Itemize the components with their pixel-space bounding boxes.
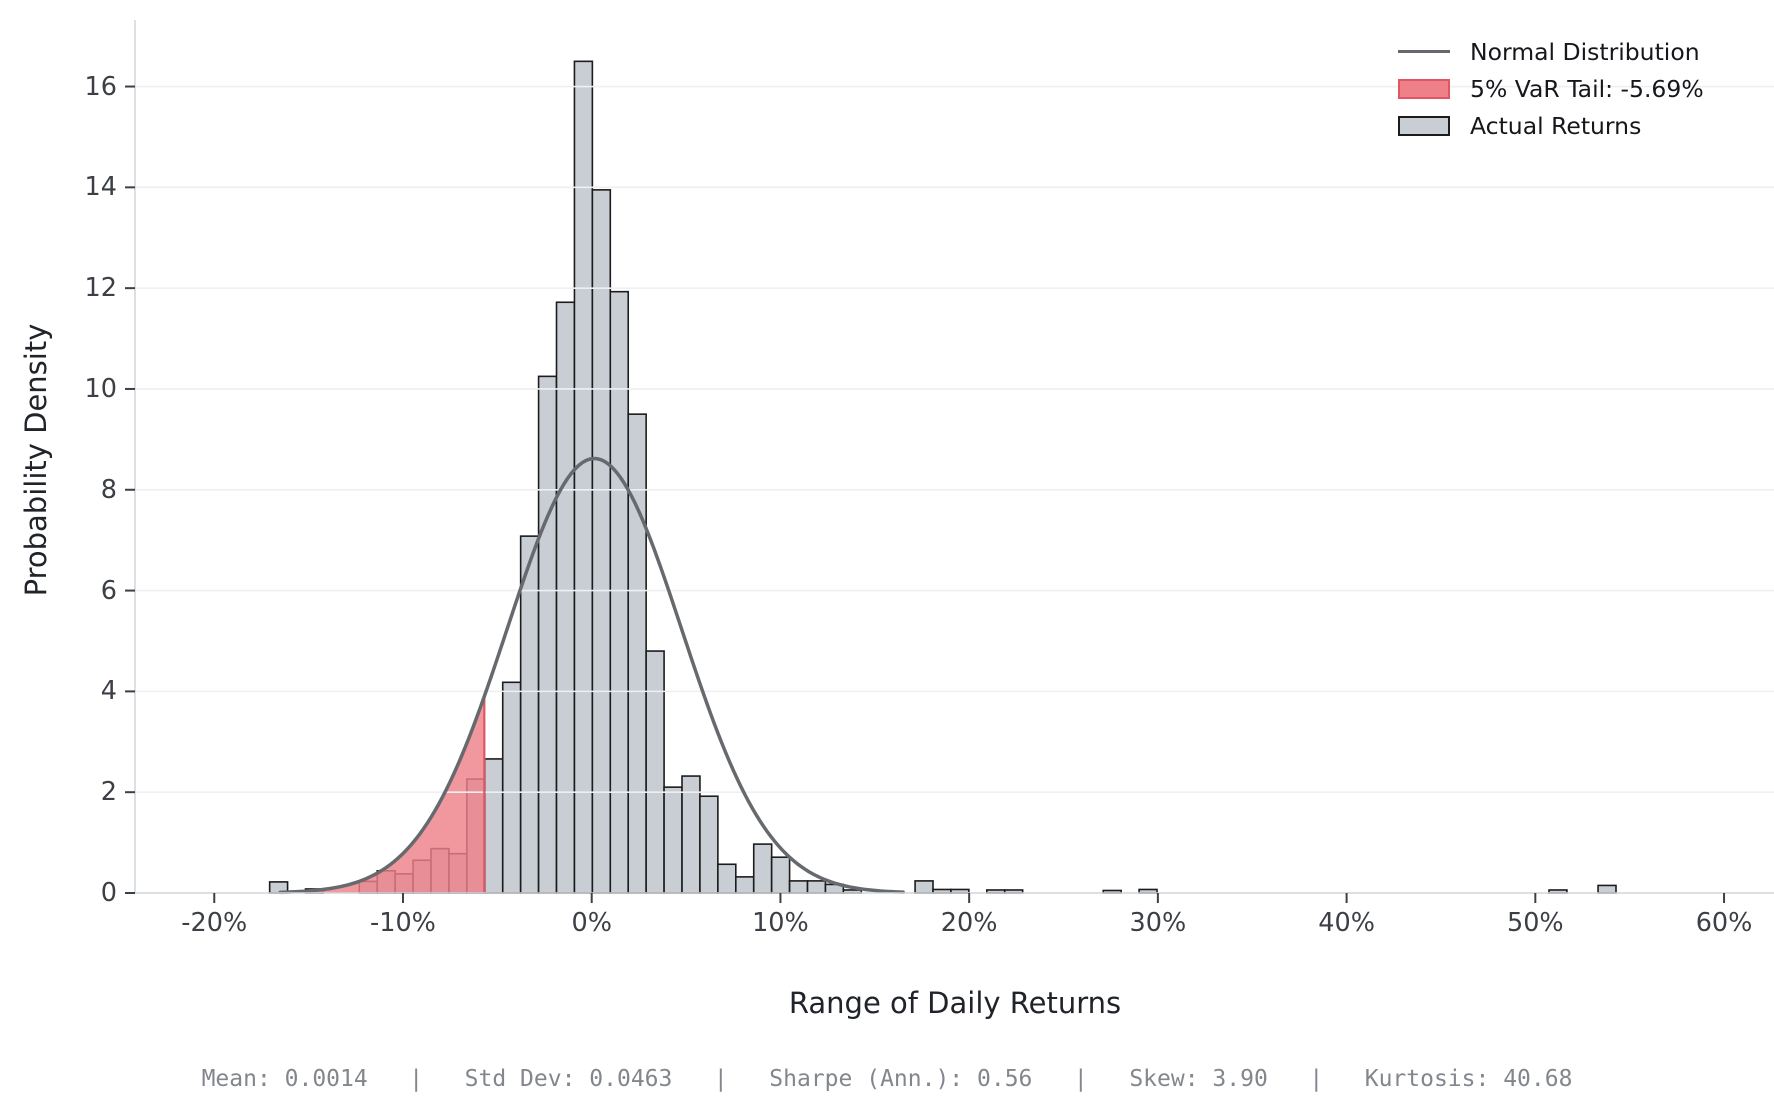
x-tick-label: 40% (1318, 908, 1375, 938)
y-tick-label: 12 (84, 273, 117, 304)
legend-label: Normal Distribution (1470, 37, 1700, 66)
histogram-bar (501, 681, 522, 894)
x-tick-label: 20% (940, 908, 998, 938)
histogram-bar (555, 301, 576, 894)
histogram-bar (914, 880, 934, 894)
var-tail-fill (214, 696, 485, 893)
histogram-bar (483, 758, 504, 894)
y-tick-label: 2 (100, 777, 117, 808)
legend-item: 5% VaR Tail: -5.69% (1398, 70, 1704, 107)
normal-curve (278, 456, 905, 895)
histogram-bar (734, 876, 755, 894)
histogram-bar (645, 650, 665, 894)
y-tick-label: 4 (100, 676, 117, 707)
y-tick-label: 16 (84, 71, 117, 102)
histogram-bar (717, 863, 737, 894)
histogram-bar (699, 795, 719, 894)
y-tick-label: 10 (84, 373, 117, 404)
histogram-bar (752, 843, 773, 894)
legend-item: Normal Distribution (1398, 33, 1704, 70)
y-tick-label: 0 (100, 878, 117, 908)
x-tick-label: 30% (1129, 908, 1187, 938)
y-tick-label: 6 (100, 575, 117, 606)
histogram-bar (609, 290, 630, 894)
histogram-bar (681, 775, 701, 894)
legend-patch-swatch (1398, 78, 1450, 99)
legend-label: Actual Returns (1470, 111, 1642, 140)
x-tick-label: -20% (181, 908, 248, 938)
x-tick-label: -10% (370, 908, 436, 938)
histogram-bar (663, 786, 683, 894)
x-tick-label: 60% (1695, 908, 1753, 938)
histogram-bar (573, 60, 594, 894)
y-tick-label: 8 (100, 474, 117, 505)
stats-footer: Mean: 0.0014 | Std Dev: 0.0463 | Sharpe … (201, 1066, 1573, 1092)
x-tick-label: 10% (752, 908, 809, 938)
legend-line-swatch (1398, 50, 1450, 53)
histogram-bar (770, 856, 791, 894)
x-tick-label: 0% (571, 908, 612, 938)
x-tick-label: 50% (1506, 908, 1564, 938)
histogram-bar (788, 880, 809, 894)
legend-item: Actual Returns (1398, 107, 1704, 144)
histogram-bar (627, 413, 647, 894)
histogram-bar (537, 375, 558, 894)
legend-patch-swatch (1398, 115, 1450, 136)
legend-label: 5% VaR Tail: -5.69% (1470, 74, 1704, 103)
histogram-bar (519, 535, 540, 894)
y-axis-label: Probability Density (19, 323, 53, 597)
legend: Normal Distribution 5% VaR Tail: -5.69% Ac… (1398, 33, 1704, 144)
histogram-bar (1597, 884, 1617, 894)
y-tick-label: 14 (84, 172, 117, 203)
histogram-bar (806, 880, 827, 894)
x-axis-label: Range of Daily Returns (788, 986, 1122, 1020)
histogram-bar (591, 189, 612, 894)
